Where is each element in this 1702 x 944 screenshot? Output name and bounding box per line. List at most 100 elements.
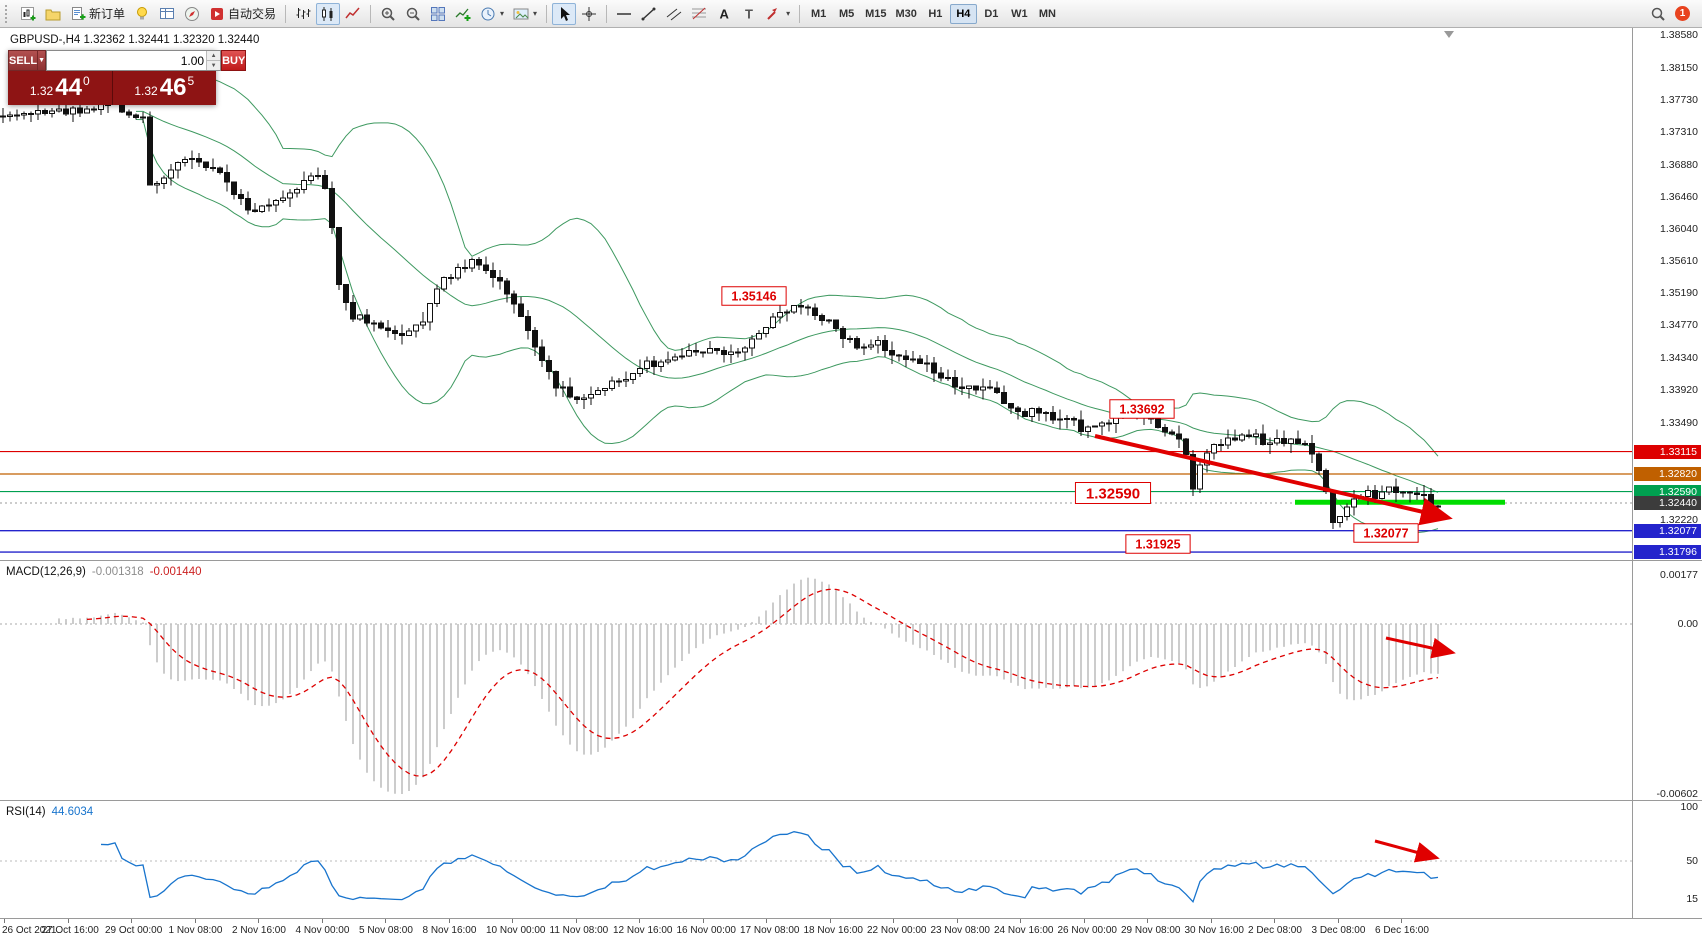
notification-badge[interactable]: 1 [1675,6,1690,21]
new-order-icon [72,6,86,20]
text-tool-button[interactable]: A [712,3,736,25]
volume-input[interactable] [47,51,207,70]
profiles-icon [45,9,61,20]
time-scale-label: 4 Nov 00:00 [295,925,350,936]
tab-timeframe-m1[interactable]: M1 [805,4,832,24]
fibonacci-tool-button[interactable] [687,3,711,25]
tab-timeframe-h1[interactable]: H1 [922,4,949,24]
buy-price-display[interactable]: 1.32 46 5 [112,71,216,105]
tab-timeframe-m5[interactable]: M5 [833,4,860,24]
price-scale-tick: 1.32220 [1660,513,1698,526]
time-scale-tick [1083,919,1085,923]
time-scale-tick [1401,919,1402,923]
rsi-panel[interactable] [0,801,1632,919]
price-scale-tick: 1.36460 [1660,190,1698,203]
arrows-tool-button[interactable]: ▾ [762,3,794,25]
market-watch-button[interactable] [130,3,154,25]
time-scale-label: 26 Nov 00:00 [1057,925,1118,936]
tab-timeframe-d1[interactable]: D1 [978,4,1005,24]
crosshair-button[interactable] [577,3,601,25]
profiles-button[interactable] [41,3,65,25]
autotrade-button[interactable]: 自动交易 [205,3,280,25]
sell-button[interactable]: SELL [8,50,39,71]
buy-button[interactable]: BUY [221,50,247,71]
time-scale-tick [702,919,704,923]
candle-chart-button[interactable] [316,2,341,25]
volume-stepper[interactable]: ▲ ▼ [206,51,221,70]
price-scale-tick: 1.38150 [1660,61,1698,74]
time-scale-label: 5 Nov 08:00 [359,925,413,936]
time-scale[interactable]: 26 Oct 2021 27 Oct 16:00 29 Oct 00:00 1 Nov… [0,919,1632,944]
zoom-in-icon [381,7,395,21]
sell-price-display[interactable]: 1.32 44 0 [8,71,113,105]
price-scale-tick: 1.34340 [1660,352,1698,365]
tab-timeframe-m15[interactable]: M15 [861,4,890,24]
autotrade-label: 自动交易 [228,7,277,21]
price-scale-badge: 1.32820 [1634,467,1701,482]
time-scale-label: 29 Nov 08:00 [1121,925,1181,936]
tab-timeframe-h4[interactable]: H4 [949,3,977,24]
new-order-button[interactable]: 新订单 [66,3,129,25]
periods-button[interactable]: ▾ [476,3,508,25]
time-scale-label: 26 Oct 2021 [2,925,57,936]
zoom-out-icon [406,7,420,21]
price-scale-badge: 1.32440 [1634,495,1701,510]
price-scale-tick: 1.36040 [1660,222,1698,235]
chart-area[interactable]: 1.35146 1.33692 1.32590 1.31925 1.32077 [0,28,1632,560]
toolbar-separator [799,4,801,23]
price-scale-tick: -0.00602 [1656,788,1698,800]
time-scale-label: 2 Nov 16:00 [232,925,286,936]
buy-price-int: 1.32 [134,84,158,98]
buy-price-point: 5 [187,74,195,88]
time-scale-label: 23 Nov 08:00 [930,925,991,936]
navigator-icon [185,6,200,21]
line-chart-icon [345,7,360,18]
toolbar-grip[interactable] [5,4,12,23]
svg-text:1.32077: 1.32077 [1363,527,1408,541]
tab-timeframe-mn[interactable]: MN [1034,4,1061,24]
panel-divider[interactable] [0,800,1702,801]
time-scale-tick [829,919,831,923]
cursor-button[interactable] [552,2,577,25]
trendline-tool-button[interactable] [637,3,661,25]
panel-divider [0,918,1702,919]
tile-windows-button[interactable] [426,3,450,25]
search-button[interactable] [1646,3,1670,25]
time-scale-label: 22 Nov 00:00 [867,925,927,936]
time-scale-tick [258,919,259,923]
zoom-out-button[interactable] [401,3,425,25]
price-scale-badge: 1.33115 [1634,444,1701,459]
navigator-button[interactable] [180,3,204,25]
time-scale-tick [448,919,450,923]
line-chart-button[interactable] [341,3,365,25]
new-chart-button[interactable] [16,3,40,25]
label-tool-button[interactable]: T [737,3,761,25]
spin-down-icon[interactable]: ▼ [207,61,221,70]
tab-timeframe-m30[interactable]: M30 [891,4,920,24]
panel-divider[interactable] [0,560,1702,561]
time-scale-tick [1337,919,1339,923]
channel-tool-button[interactable] [662,3,686,25]
toolbar-separator [370,4,372,23]
price-scale-badge: 1.31796 [1634,545,1701,560]
price-scale-tick: 1.33490 [1660,416,1698,429]
indicators-button[interactable] [451,3,475,25]
bar-chart-button[interactable] [291,3,315,25]
macd-name: MACD(12,26,9) [6,566,86,578]
data-window-button[interactable] [155,3,179,25]
fibonacci-icon [692,7,707,19]
time-scale-label: 6 Dec 16:00 [1375,925,1429,936]
tab-timeframe-w1[interactable]: W1 [1006,4,1033,24]
time-scale-label: 24 Nov 16:00 [994,925,1054,936]
sell-dropdown[interactable]: ▼ [38,50,47,71]
zoom-in-button[interactable] [376,3,400,25]
arrow-tool-icon [767,7,778,20]
template-button[interactable]: ▾ [509,3,541,25]
price-scale[interactable]: 1.38580 1.38150 1.37730 1.37310 1.36880 1.364… [1632,28,1702,919]
spin-up-icon[interactable]: ▲ [207,51,221,61]
rsi-label: RSI(14) 44.6034 [6,806,93,818]
macd-panel[interactable] [0,561,1632,800]
horizontal-line-icon [617,12,632,15]
hline-tool-button[interactable] [612,3,636,25]
